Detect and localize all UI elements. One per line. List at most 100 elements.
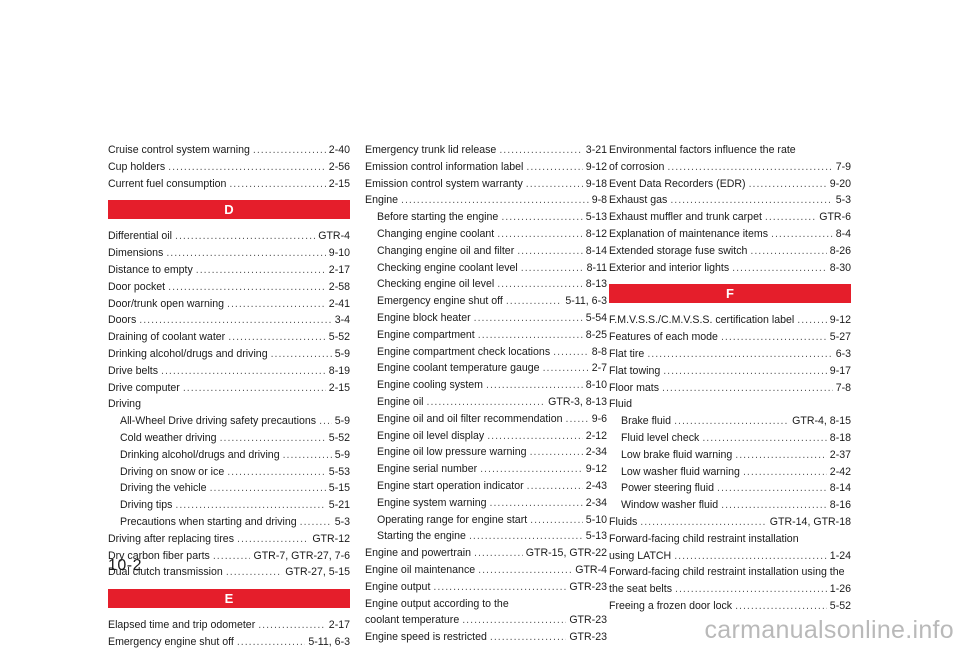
dot-leader <box>220 430 326 447</box>
index-subentry: Operating range for engine start 5-10 <box>365 512 607 529</box>
dot-leader <box>175 228 315 245</box>
entry-label: Drinking alcohol/drugs and driving <box>108 347 268 360</box>
index-entry: Current fuel consumption 2-15 <box>108 176 350 193</box>
dot-leader <box>526 176 583 193</box>
index-subentry: Checking engine coolant level 8-11 <box>365 260 607 277</box>
entry-label: Drive belts <box>108 364 159 377</box>
dot-leader <box>647 346 832 363</box>
entry-label: Exterior and interior lights <box>609 261 730 274</box>
entry-label: Checking engine oil level <box>377 278 495 291</box>
page-reference: 2-12 <box>585 429 607 442</box>
dot-leader <box>662 380 833 397</box>
entry-label: All-Wheel Drive driving safety precautio… <box>120 415 317 428</box>
index-subentry: Low brake fluid warning 2-37 <box>609 447 851 464</box>
entry-label: Starting the engine <box>377 530 466 543</box>
page-reference: 3-4 <box>334 314 350 327</box>
page-reference: 2-34 <box>585 446 607 459</box>
page-reference: 8-14 <box>585 244 607 257</box>
index-subentry: Starting the engine 5-13 <box>365 528 607 545</box>
entry-label: Cold weather driving <box>120 431 217 444</box>
section-letter-header: F <box>609 284 851 304</box>
page-reference: 5-52 <box>328 331 350 344</box>
entry-label: Power steering fluid <box>621 482 715 495</box>
dot-leader <box>721 329 827 346</box>
page-reference: 8-19 <box>328 364 350 377</box>
index-entry: Cup holders 2-56 <box>108 159 350 176</box>
entry-label: Low washer fluid warning <box>621 465 740 478</box>
entry-label: Engine speed is restricted <box>365 631 487 644</box>
page-reference: 9-12 <box>829 314 851 327</box>
entry-label: Low brake fluid warning <box>621 448 733 461</box>
entry-label: Engine cooling system <box>377 379 483 392</box>
page-reference: 6-3 <box>835 347 851 360</box>
dot-leader <box>474 310 583 327</box>
entry-label: Emergency trunk lid release <box>365 144 497 156</box>
index-entry: Exhaust gas 5-3 <box>609 192 851 209</box>
page-reference: 5-11, 6-3 <box>565 295 607 308</box>
index-subentry: Fluid level check 8-18 <box>609 430 851 447</box>
dot-leader <box>490 495 583 512</box>
dot-leader <box>640 514 767 531</box>
entry-label: Engine output <box>365 580 431 593</box>
page-reference: 3-21 <box>585 144 607 156</box>
entry-label: Engine start operation indicator <box>377 479 524 492</box>
index-entry: Draining of coolant water 5-52 <box>108 329 350 346</box>
dot-leader <box>226 564 282 581</box>
entry-label: Engine output according to the <box>365 597 509 610</box>
index-subentry: Cold weather driving 5-52 <box>108 430 350 447</box>
index-subentry: Changing engine coolant 8-12 <box>365 226 607 243</box>
index-entry: Dry carbon fiber parts GTR-7, GTR-27, 7-6 <box>108 548 350 565</box>
dot-leader <box>237 531 309 548</box>
index-subentry: Engine block heater 5-54 <box>365 310 607 327</box>
index-entry: of corrosion 7-9 <box>609 159 851 176</box>
entry-label: Driving <box>108 398 141 411</box>
dot-leader <box>183 380 326 397</box>
dot-leader <box>258 617 326 634</box>
index-entry: Features of each mode 5-27 <box>609 329 851 346</box>
entry-label: Engine oil <box>377 395 424 408</box>
dot-leader <box>527 478 583 495</box>
page-reference: 2-42 <box>829 465 851 478</box>
dot-leader <box>196 262 326 279</box>
dot-leader <box>474 545 523 562</box>
entry-label: Precautions when starting and driving <box>120 515 297 528</box>
index-subentry: Drinking alcohol/drugs and driving 5-9 <box>108 447 350 464</box>
entry-label: Engine oil low pressure warning <box>377 446 527 459</box>
entry-label: Before starting the engine <box>377 211 499 224</box>
page-reference: GTR-4, 8-15 <box>792 415 851 428</box>
index-entry: Doors 3-4 <box>108 312 350 329</box>
dot-leader <box>161 363 326 380</box>
index-subentry: Checking engine oil level 8-13 <box>365 276 607 293</box>
entry-label: Checking engine coolant level <box>377 261 518 274</box>
page-reference: 5-9 <box>334 347 350 360</box>
dot-leader <box>487 428 583 445</box>
entry-label: Driving tips <box>120 499 173 512</box>
index-entry: Drive computer 2-15 <box>108 380 350 397</box>
index-entry: Door/trunk open warning 2-41 <box>108 296 350 313</box>
page-reference: 5-13 <box>585 530 607 543</box>
page-reference: 1-26 <box>829 583 851 596</box>
page-reference: 7-8 <box>835 381 851 394</box>
dot-leader <box>469 528 583 545</box>
page-number: 10-2 <box>108 557 143 574</box>
page-reference: GTR-4 <box>318 230 350 243</box>
page-reference: GTR-6 <box>819 211 851 224</box>
index-entry: Dimensions 9-10 <box>108 245 350 262</box>
dot-leader <box>227 296 326 313</box>
dot-leader <box>462 612 566 629</box>
entry-label: Forward-facing child restraint installat… <box>609 532 799 545</box>
page-reference: 5-3 <box>334 515 350 528</box>
entry-label: Engine block heater <box>377 311 471 324</box>
page-reference: 2-43 <box>585 479 607 492</box>
dot-leader <box>501 209 582 226</box>
dot-leader <box>210 480 326 497</box>
index-entry: Drinking alcohol/drugs and driving 5-9 <box>108 346 350 363</box>
dot-leader <box>499 142 582 159</box>
index-entry: Freeing a frozen door lock 5-52 <box>609 598 851 615</box>
index-entry: Engine 9-8 <box>365 192 607 209</box>
page-reference: 9-18 <box>585 177 607 190</box>
entry-label: Engine and powertrain <box>365 547 472 560</box>
page-reference: 5-11, 6-3 <box>308 635 350 648</box>
index-subentry: Driving the vehicle 5-15 <box>108 480 350 497</box>
index-subentry: Driving tips 5-21 <box>108 497 350 514</box>
